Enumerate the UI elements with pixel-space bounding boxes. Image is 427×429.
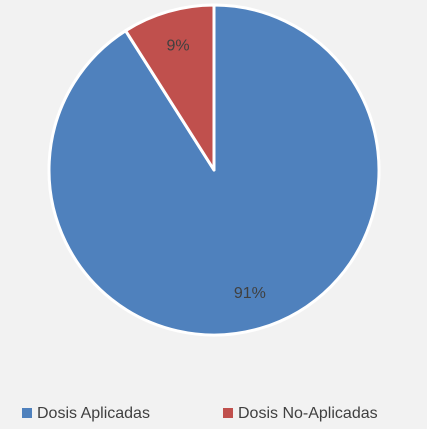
legend-swatch <box>22 408 32 418</box>
pie-slice <box>124 3 216 172</box>
legend-swatch <box>223 408 233 418</box>
legend-label: Dosis No-Aplicadas <box>238 405 378 422</box>
data-label: 91% <box>234 285 266 302</box>
data-label: 9% <box>167 38 190 55</box>
legend-label: Dosis Aplicadas <box>37 405 150 422</box>
